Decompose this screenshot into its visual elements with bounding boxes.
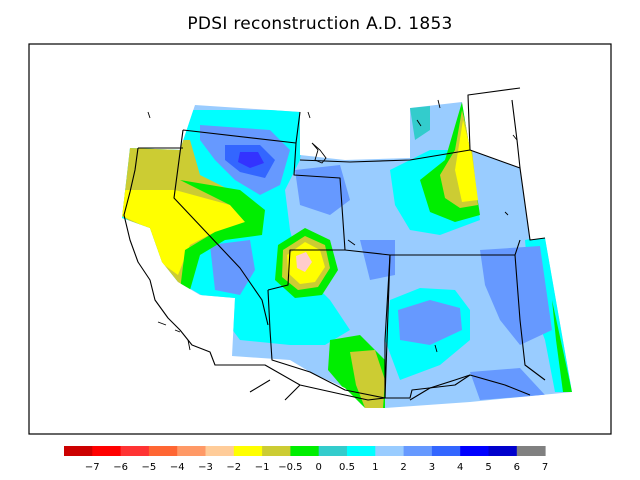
colorbar-swatch xyxy=(205,446,235,456)
field-green-se xyxy=(552,300,572,392)
lake-6 xyxy=(347,239,356,246)
colorbar-tick-label: 0.5 xyxy=(339,462,355,473)
field-blue-co xyxy=(360,240,395,280)
wyoming-boundary xyxy=(295,111,521,169)
field-peach-center xyxy=(296,252,312,272)
colorbar-tick-label: −1 xyxy=(255,462,270,473)
colorbar: −7 −6 −5 −4 −3 −2 −1 −0.5 0 0.5 1 2 3 4 5 6 7 xyxy=(64,446,548,473)
colorbar-swatch xyxy=(460,446,489,456)
arizona-boundary xyxy=(267,254,391,399)
colorbar-swatch xyxy=(318,446,348,456)
colorbar-tick-label: 3 xyxy=(429,462,435,473)
lake-2 xyxy=(307,111,311,119)
newmexico-boundary xyxy=(384,254,471,399)
field-teal-ne xyxy=(410,106,430,140)
colorbar-swatch xyxy=(262,446,291,456)
colorbar-tick-label: −0.5 xyxy=(278,462,302,473)
field-yellow-ne xyxy=(455,120,478,202)
pdsi-field xyxy=(122,102,572,408)
lake-8 xyxy=(504,211,509,216)
island-1 xyxy=(157,321,167,326)
field-blue-ca xyxy=(210,240,255,295)
colorbar-swatch xyxy=(64,446,93,456)
colorbar-tick-label: −6 xyxy=(113,462,128,473)
idaho-utah-boundary xyxy=(182,129,346,291)
mexico-border xyxy=(220,364,386,401)
field-blue-se xyxy=(480,246,552,345)
island-3 xyxy=(187,339,191,351)
colorbar-swatch xyxy=(148,446,178,456)
field-green-west xyxy=(180,180,265,290)
colorbar-tick-label: −3 xyxy=(198,462,213,473)
colorbar-swatch xyxy=(92,446,122,456)
colorbar-swatch xyxy=(488,446,518,456)
lake-4 xyxy=(437,99,441,109)
coastline xyxy=(123,147,220,366)
field-blue-nm xyxy=(398,300,462,345)
field-blue-nw-center xyxy=(238,152,264,168)
great-salt-lake xyxy=(311,142,327,164)
map-title: PDSI reconstruction A.D. 1853 xyxy=(187,14,453,34)
colorbar-tick-label: −5 xyxy=(142,462,157,473)
colorbar-swatch xyxy=(177,446,206,456)
colorbar-swatch xyxy=(431,446,461,456)
colorbar-swatch xyxy=(375,446,405,456)
field-olive-south xyxy=(350,350,385,408)
colorbar-tick-label: −2 xyxy=(226,462,241,473)
island-2 xyxy=(174,329,181,333)
colorbar-tick-label: 4 xyxy=(457,462,463,473)
colorbar-tick-label: 6 xyxy=(514,462,520,473)
map-frame xyxy=(28,43,612,435)
lake-5 xyxy=(512,134,518,141)
colorbar-tick-label: 7 xyxy=(542,462,548,473)
field-yellow-west xyxy=(122,190,245,275)
colorbar-swatch xyxy=(516,446,546,456)
colorbar-tick-label: 0 xyxy=(316,462,322,473)
colorbar-swatch xyxy=(347,446,376,456)
boundaries xyxy=(123,87,546,401)
field-blue-se2 xyxy=(470,368,545,400)
colorbar-swatch xyxy=(290,446,320,456)
gulf-coast xyxy=(409,374,531,401)
colorbar-tick-label: −4 xyxy=(170,462,185,473)
lake-7 xyxy=(434,344,438,353)
sonora-coast xyxy=(249,379,301,401)
colorbar-swatch xyxy=(403,446,433,456)
lakes xyxy=(147,99,518,353)
colorbar-swatch xyxy=(120,446,150,456)
lake-3 xyxy=(416,119,422,127)
colorbar-tick-label: 5 xyxy=(485,462,491,473)
colorado-boundary xyxy=(344,239,521,256)
nevada-boundary xyxy=(173,129,269,326)
colorbar-swatch xyxy=(233,446,263,456)
colorbar-tick-label: −7 xyxy=(85,462,100,473)
colorbar-tick-label: 2 xyxy=(400,462,406,473)
colorbar-tick-label: 1 xyxy=(372,462,378,473)
lake-1 xyxy=(147,111,151,119)
